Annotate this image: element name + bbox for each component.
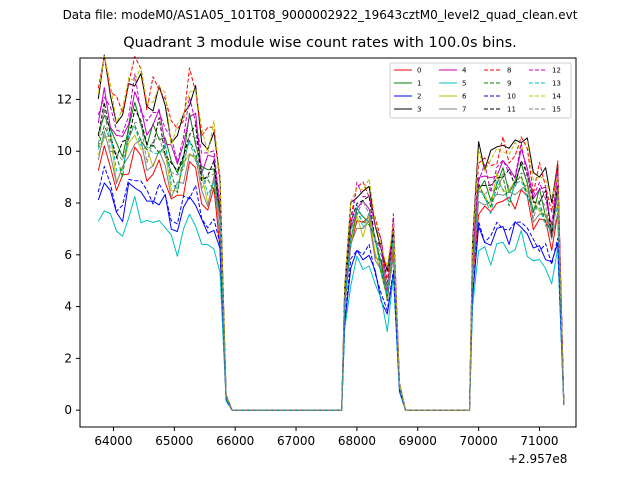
- legend-label-2: 2: [417, 93, 421, 101]
- chart-title: Quadrant 3 module wise count rates with …: [123, 35, 517, 51]
- legend-label-14: 14: [552, 93, 561, 101]
- y-tick-label: 6: [64, 248, 72, 262]
- legend-label-0: 0: [417, 67, 421, 75]
- legend-label-13: 13: [552, 80, 561, 88]
- x-tick-label: 65000: [155, 434, 193, 448]
- series-line-5: [97, 196, 565, 411]
- series-lines: [97, 54, 565, 411]
- chart-header: Data file: modeM0/AS1A05_101T08_90000029…: [62, 8, 578, 22]
- legend-label-15: 15: [552, 106, 561, 114]
- plot-frame: [79, 57, 577, 428]
- series-line-12: [97, 73, 565, 411]
- legend-label-11: 11: [507, 106, 516, 114]
- legend-label-3: 3: [417, 106, 421, 114]
- series-line-14: [97, 55, 565, 411]
- series-line-11: [97, 101, 565, 411]
- series-line-2: [97, 182, 565, 411]
- series-line-4: [97, 87, 565, 411]
- x-tick-label: 67000: [277, 434, 315, 448]
- series-line-6: [97, 134, 565, 411]
- x-tick-label: 68000: [338, 434, 376, 448]
- y-tick-label: 0: [64, 403, 72, 417]
- y-tick-label: 10: [57, 144, 72, 158]
- x-tick-label: 71000: [520, 434, 558, 448]
- legend-box: [389, 62, 572, 119]
- legend-label-6: 6: [462, 93, 467, 101]
- legend-label-7: 7: [462, 106, 466, 114]
- series-line-10: [97, 165, 565, 411]
- series-line-0: [97, 145, 565, 411]
- legend-label-10: 10: [507, 93, 516, 101]
- x-tick-label: 66000: [216, 434, 254, 448]
- x-tick-label: 70000: [460, 434, 498, 448]
- x-axis: 64000 65000 66000 67000 68000 69000 70000 71000: [94, 427, 559, 448]
- legend-label-9: 9: [507, 80, 511, 88]
- legend-label-1: 1: [417, 80, 421, 88]
- legend-label-4: 4: [462, 67, 467, 75]
- legend-label-12: 12: [552, 67, 561, 75]
- x-tick-label: 69000: [399, 434, 437, 448]
- y-tick-label: 8: [64, 196, 72, 210]
- x-offset-label: +2.957e8: [508, 452, 568, 466]
- legend-label-8: 8: [507, 67, 511, 75]
- x-tick-label: 64000: [94, 434, 132, 448]
- y-tick-label: 2: [64, 351, 72, 365]
- y-tick-label: 12: [57, 92, 72, 106]
- y-tick-label: 4: [64, 300, 72, 314]
- legend-label-5: 5: [462, 80, 466, 88]
- y-axis: 0 2 4 6 8 10 12: [57, 92, 80, 417]
- series-line-15: [97, 108, 565, 411]
